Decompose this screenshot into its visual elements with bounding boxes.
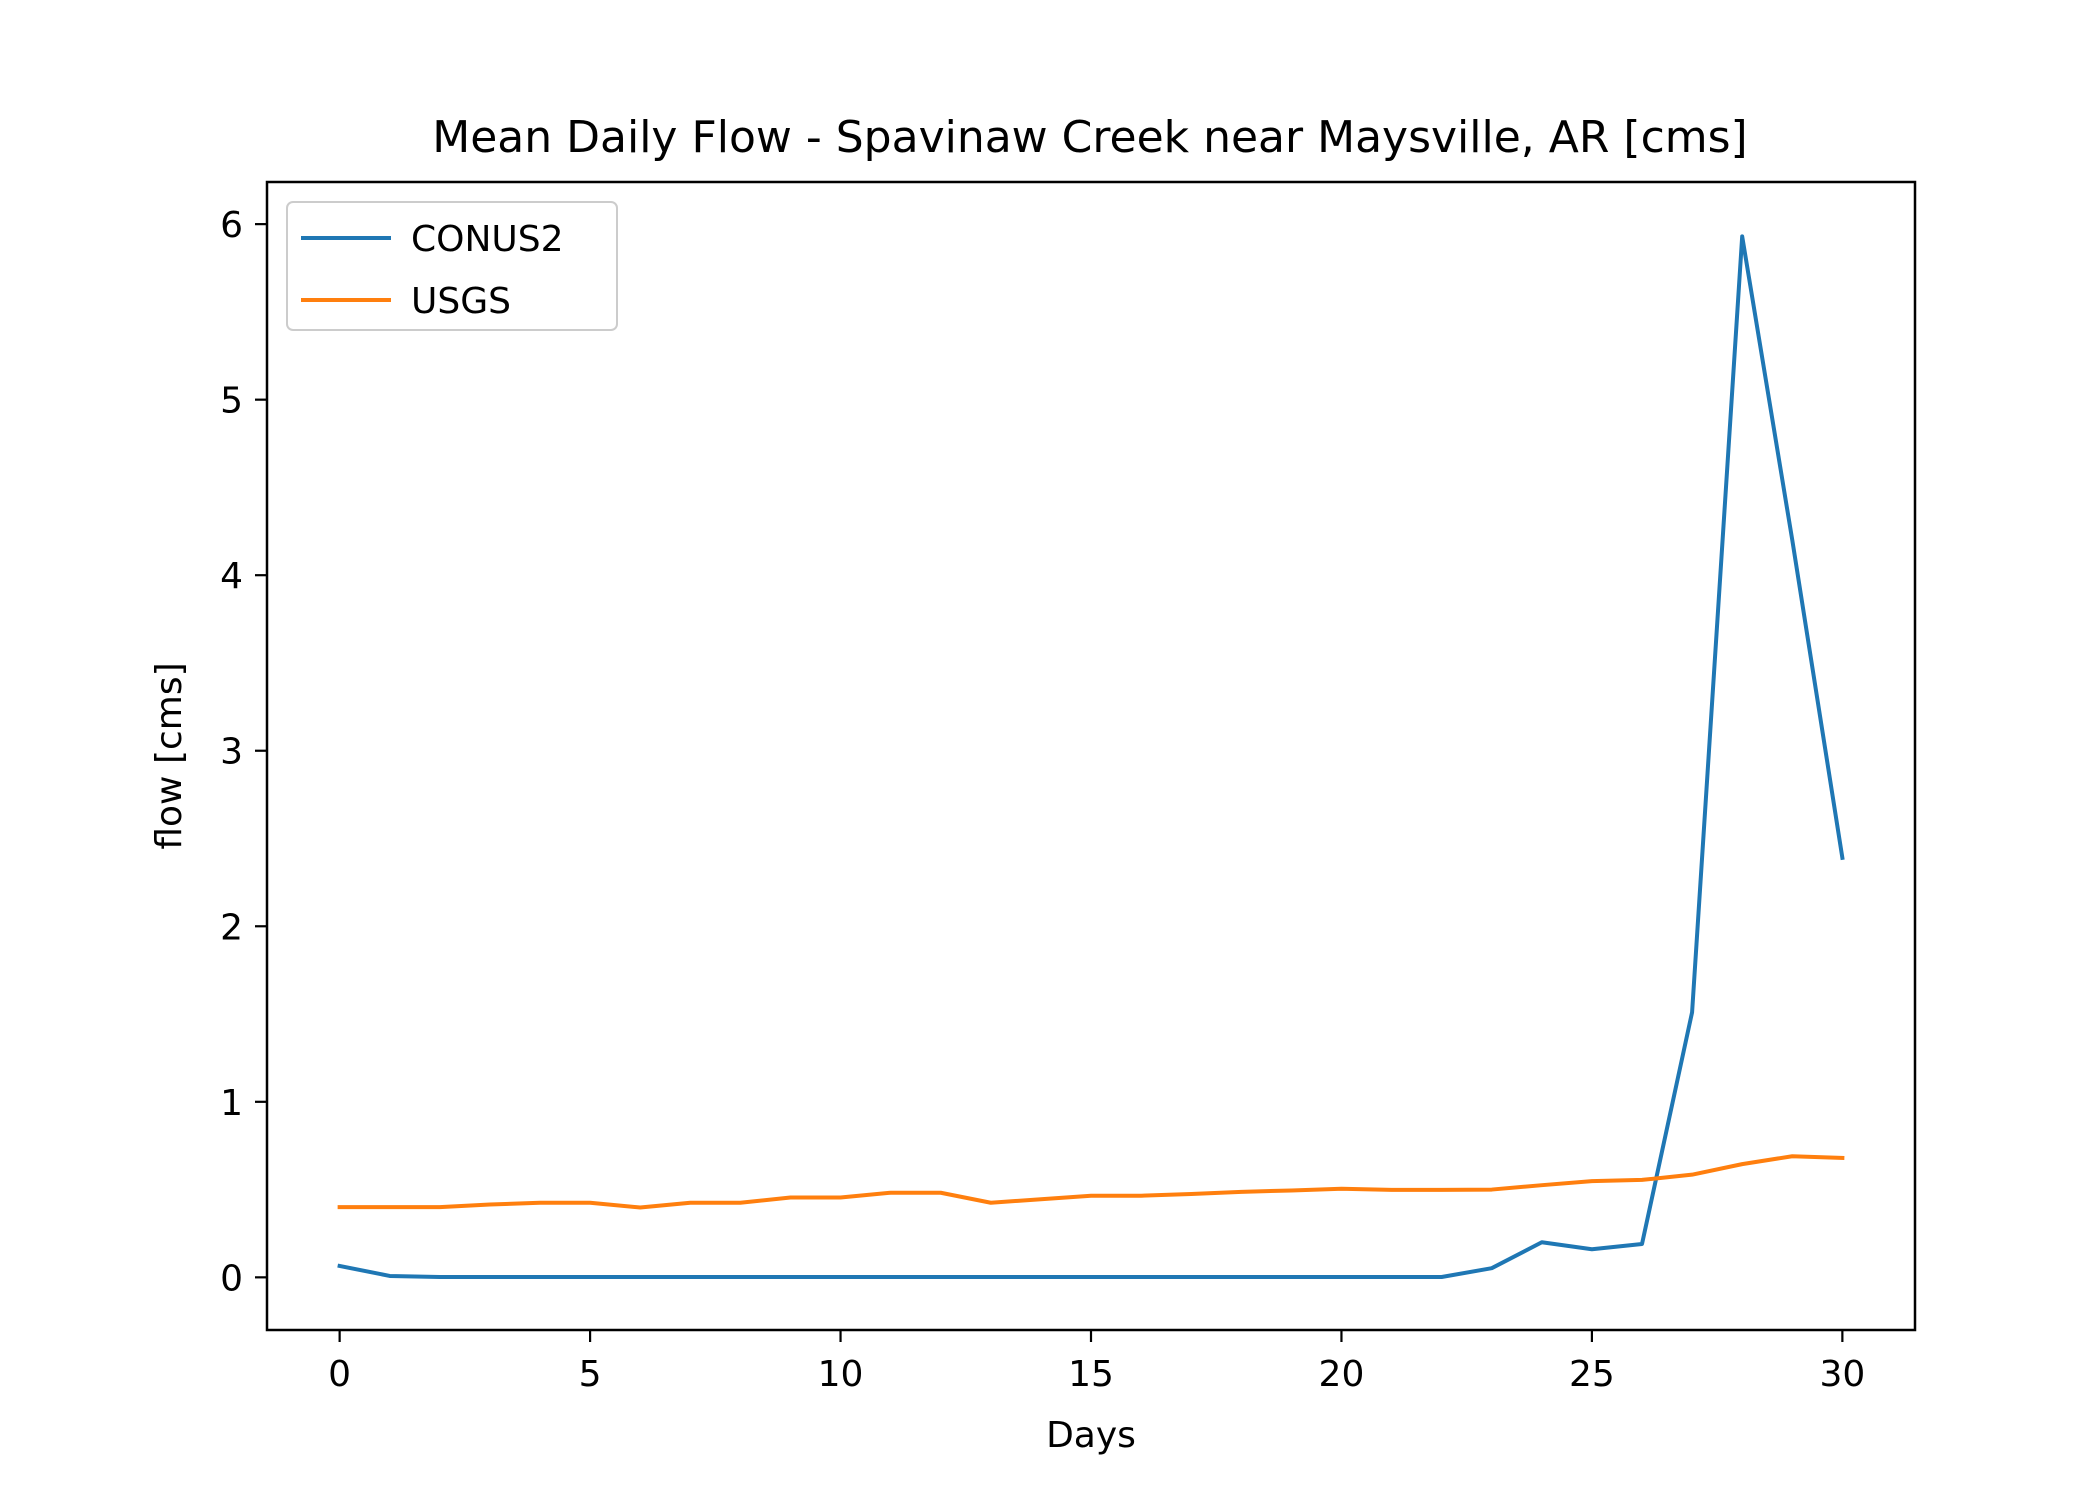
y-tick-label: 4: [220, 556, 243, 597]
series-line-conus2: [337, 234, 1845, 1279]
plot-frame: [265, 180, 1917, 1332]
x-tick-label: 10: [818, 1354, 864, 1395]
y-tick-label: 1: [220, 1083, 243, 1124]
y-axis-label: flow [cms]: [149, 662, 190, 849]
y-tick-label: 3: [220, 732, 243, 773]
x-tick-label: 25: [1569, 1354, 1615, 1395]
x-axis: 0 5 10 15 20 25 30: [328, 1330, 1865, 1395]
x-tick-label: 30: [1819, 1354, 1865, 1395]
y-tick-label: 2: [220, 907, 243, 948]
y-tick-label: 6: [220, 205, 243, 246]
chart-title: Mean Daily Flow - Spavinaw Creek near Ma…: [432, 112, 1747, 163]
x-tick-label: 20: [1319, 1354, 1365, 1395]
y-tick-label: 0: [220, 1258, 243, 1299]
x-tick-label: 5: [579, 1354, 602, 1395]
x-tick-label: 0: [328, 1354, 351, 1395]
legend-label-usgs: USGS: [411, 281, 511, 322]
plot-area: [337, 234, 1845, 1279]
x-tick-label: 15: [1068, 1354, 1114, 1395]
y-axis: 0 1 2 3 4 5 6: [220, 205, 267, 1299]
y-tick-label: 5: [220, 381, 243, 422]
x-axis-label: Days: [1046, 1415, 1136, 1456]
series-line-usgs: [337, 1154, 1845, 1210]
legend: CONUS2 USGS: [286, 201, 618, 331]
legend-label-conus2: CONUS2: [411, 219, 564, 260]
